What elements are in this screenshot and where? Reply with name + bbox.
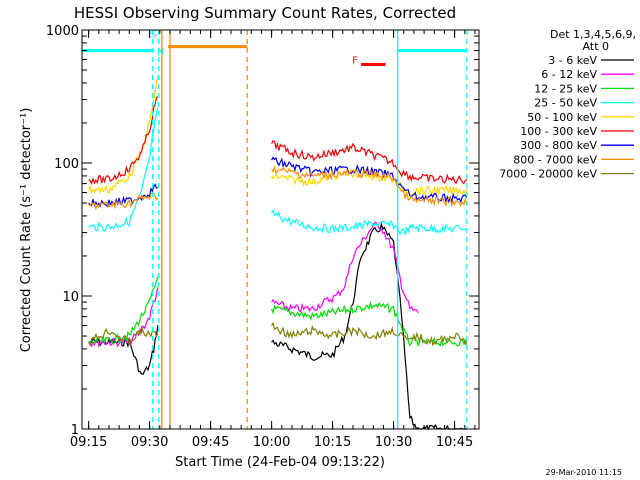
legend-label-9: 7000 - 20000 keV (499, 168, 597, 181)
x-axis-label: Start Time (24-Feb-04 09:13:22) (175, 455, 385, 470)
y-tick-label-2: 10 (62, 290, 79, 305)
saa-label: S (151, 29, 157, 40)
x-tick-label-3: 09:45 (192, 435, 229, 450)
legend-label-5: 50 - 100 keV (527, 111, 597, 124)
series-line-8 (88, 164, 468, 211)
series-line-6 (88, 96, 468, 186)
legend-title-line1: Det 1,3,4,5,6,9, (550, 28, 636, 41)
footer-timestamp: 29-Mar-2010 11:15 (546, 468, 623, 477)
x-tick-label-6: 10:30 (375, 435, 412, 450)
y-tick-label-4: 1000 (46, 24, 79, 39)
plot-frame (81, 29, 480, 430)
series-line-4 (88, 107, 468, 236)
y-tick-label-1: 1 (71, 423, 79, 438)
x-tick-label-5: 10:15 (314, 435, 351, 450)
flare-label: F (352, 55, 358, 66)
legend-label-3: 12 - 25 keV (534, 82, 597, 95)
y-tick-label-3: 100 (54, 157, 79, 172)
axis-ticks: 09:15 09:30 09:45 10:00 10:15 10:30 10:45 1 10 10… (46, 24, 479, 450)
legend-label-1: 3 - 6 keV (548, 54, 597, 67)
series-line-2 (88, 221, 419, 348)
legend-label-6: 100 - 300 keV (520, 125, 597, 138)
x-tick-label-7: 10:45 (436, 435, 473, 450)
legend-title-line2: Att 0 (583, 40, 609, 53)
legend-label-8: 800 - 7000 keV (513, 153, 597, 166)
series-line-9 (88, 321, 468, 347)
series-line-3 (88, 276, 468, 348)
x-tick-label-1: 09:15 (70, 435, 107, 450)
x-tick-label-4: 10:00 (253, 435, 290, 450)
chart-title: HESSI Observing Summary Count Rates, Cor… (74, 4, 456, 22)
legend-label-2: 6 - 12 keV (541, 68, 597, 81)
night-label: N (157, 47, 164, 58)
legend-label-4: 25 - 50 keV (534, 97, 597, 110)
x-tick-label-2: 09:30 (131, 435, 168, 450)
plot-area: SN F (82, 29, 468, 431)
legend-label-7: 300 - 800 keV (520, 139, 597, 152)
y-axis-label: Corrected Count Rate (s⁻¹ detector⁻¹) (19, 108, 34, 353)
